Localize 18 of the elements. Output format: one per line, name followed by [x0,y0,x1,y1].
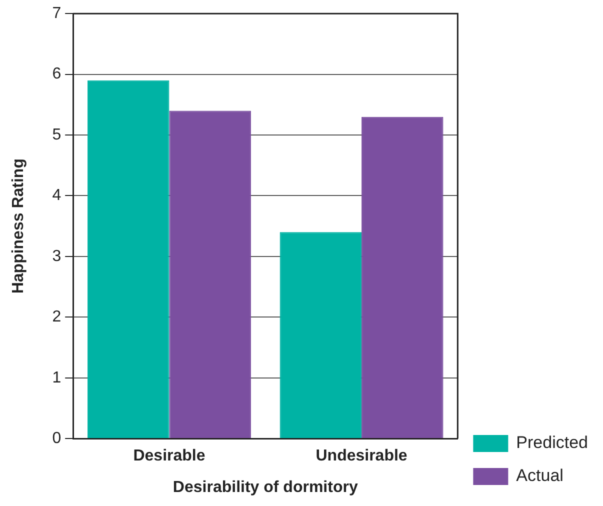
y-tick-label: 7 [52,5,62,22]
bar [362,116,444,438]
y-tick-label: 3 [52,248,62,265]
x-tick-label: Desirable [133,448,206,465]
y-tick-label: 2 [52,308,62,326]
bar [280,232,362,438]
y-tick-label: 4 [52,187,62,204]
y-tick-label: 1 [52,369,62,386]
bar [88,80,170,438]
x-tick-label: Undesirable [316,448,408,465]
bar [169,110,251,438]
y-axis-title: Happiness Rating [10,158,28,294]
y-tick-label: 6 [52,66,62,83]
legend-label: Predicted [516,433,588,452]
y-tick-label: 0 [52,430,62,448]
legend-label: Actual [516,466,564,486]
x-axis-title: Desirability of dormitory [172,478,358,496]
y-tick-label: 5 [52,126,62,144]
